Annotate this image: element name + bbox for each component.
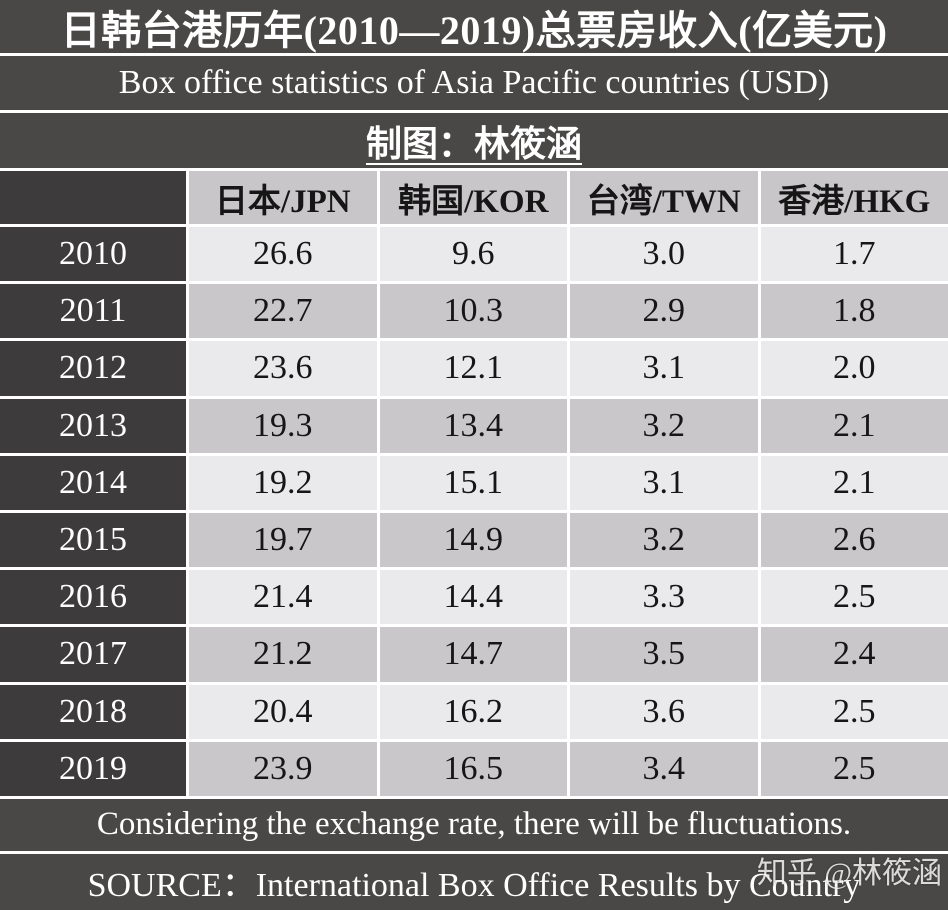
value-cell: 19.2 [189, 456, 377, 510]
value-cell: 21.4 [189, 570, 377, 624]
value-cell: 23.6 [189, 341, 377, 395]
value-cell: 2.6 [761, 513, 948, 567]
value-cell: 16.2 [380, 685, 568, 739]
value-cell: 14.4 [380, 570, 568, 624]
value-cell: 3.6 [570, 685, 758, 739]
value-cell: 1.8 [761, 284, 948, 338]
year-cell: 2018 [0, 685, 186, 739]
value-cell: 14.9 [380, 513, 568, 567]
value-cell: 21.2 [189, 627, 377, 681]
year-cell: 2017 [0, 627, 186, 681]
column-header-jpn: 日本/JPN [189, 171, 377, 224]
value-cell: 3.0 [570, 227, 758, 281]
value-cell: 16.5 [380, 742, 568, 796]
value-cell: 1.7 [761, 227, 948, 281]
value-cell: 2.1 [761, 399, 948, 453]
value-cell: 19.3 [189, 399, 377, 453]
column-header-twn: 台湾/TWN [570, 171, 758, 224]
value-cell: 14.7 [380, 627, 568, 681]
credit-row: 制图：林筱涵 [0, 113, 948, 168]
value-cell: 13.4 [380, 399, 568, 453]
value-cell: 9.6 [380, 227, 568, 281]
column-header-hkg: 香港/HKG [761, 171, 948, 224]
value-cell: 3.1 [570, 456, 758, 510]
year-cell: 2012 [0, 341, 186, 395]
value-cell: 2.5 [761, 570, 948, 624]
value-cell: 2.0 [761, 341, 948, 395]
year-cell: 2016 [0, 570, 186, 624]
value-cell: 12.1 [380, 341, 568, 395]
year-cell: 2015 [0, 513, 186, 567]
value-cell: 23.9 [189, 742, 377, 796]
year-cell: 2014 [0, 456, 186, 510]
value-cell: 26.6 [189, 227, 377, 281]
corner-cell [0, 171, 186, 224]
value-cell: 10.3 [380, 284, 568, 338]
value-cell: 3.2 [570, 513, 758, 567]
value-cell: 2.1 [761, 456, 948, 510]
value-cell: 3.5 [570, 627, 758, 681]
source-text: SOURCE：International Box Office Results … [88, 857, 861, 906]
value-cell: 3.2 [570, 399, 758, 453]
value-cell: 2.5 [761, 742, 948, 796]
value-cell: 15.1 [380, 456, 568, 510]
main-title: 日韩台港历年(2010—2019)总票房收入(亿美元) [0, 0, 948, 53]
exchange-note: Considering the exchange rate, there wil… [0, 799, 948, 851]
year-cell: 2019 [0, 742, 186, 796]
value-cell: 2.5 [761, 685, 948, 739]
value-cell: 22.7 [189, 284, 377, 338]
year-cell: 2013 [0, 399, 186, 453]
column-header-kor: 韩国/KOR [380, 171, 568, 224]
year-cell: 2010 [0, 227, 186, 281]
value-cell: 3.3 [570, 570, 758, 624]
value-cell: 19.7 [189, 513, 377, 567]
value-cell: 2.4 [761, 627, 948, 681]
value-cell: 20.4 [189, 685, 377, 739]
source-row: SOURCE：International Box Office Results … [0, 854, 948, 910]
value-cell: 3.1 [570, 341, 758, 395]
value-cell: 3.4 [570, 742, 758, 796]
value-cell: 2.9 [570, 284, 758, 338]
year-cell: 2011 [0, 284, 186, 338]
subtitle: Box office statistics of Asia Pacific co… [0, 56, 948, 110]
credit-text: 制图：林筱涵 [366, 115, 582, 167]
